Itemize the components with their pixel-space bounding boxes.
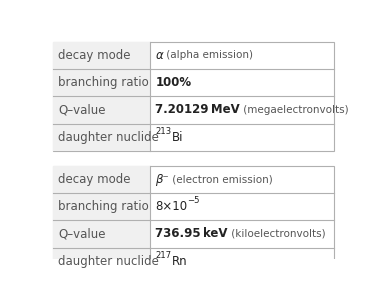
Bar (53, 248, 150, 275)
Bar (53, 166, 334, 275)
Text: Rn: Rn (172, 255, 187, 268)
Bar (53, 69, 150, 96)
Text: Q–value: Q–value (58, 104, 106, 116)
Text: daughter nuclide: daughter nuclide (58, 131, 159, 144)
Text: branching ratio: branching ratio (58, 76, 149, 89)
Text: branching ratio: branching ratio (58, 200, 149, 213)
Text: Bi: Bi (172, 131, 183, 144)
Text: 217: 217 (155, 251, 172, 260)
Bar (53, 220, 150, 248)
Text: (electron emission): (electron emission) (169, 174, 273, 184)
Bar (53, 96, 150, 124)
Text: Q–value: Q–value (58, 227, 106, 240)
Text: (megaelectronvolts): (megaelectronvolts) (240, 105, 349, 115)
Text: (kiloelectronvolts): (kiloelectronvolts) (228, 229, 325, 239)
Text: 736.95 keV: 736.95 keV (155, 227, 228, 240)
Text: β⁻: β⁻ (155, 173, 169, 186)
Text: 8×10: 8×10 (155, 200, 187, 213)
Text: decay mode: decay mode (58, 173, 131, 186)
Bar (53, 193, 150, 220)
Text: 7.20129 MeV: 7.20129 MeV (155, 104, 240, 116)
Bar (53, 42, 150, 69)
Text: (alpha emission): (alpha emission) (163, 50, 253, 60)
Bar (53, 166, 150, 193)
Text: 100%: 100% (155, 76, 192, 89)
Bar (53, 124, 150, 151)
Text: 213: 213 (155, 127, 172, 136)
Text: −5: −5 (187, 196, 200, 205)
Bar (53, 42, 334, 151)
Text: α: α (155, 49, 163, 62)
Text: daughter nuclide: daughter nuclide (58, 255, 159, 268)
Text: decay mode: decay mode (58, 49, 131, 62)
